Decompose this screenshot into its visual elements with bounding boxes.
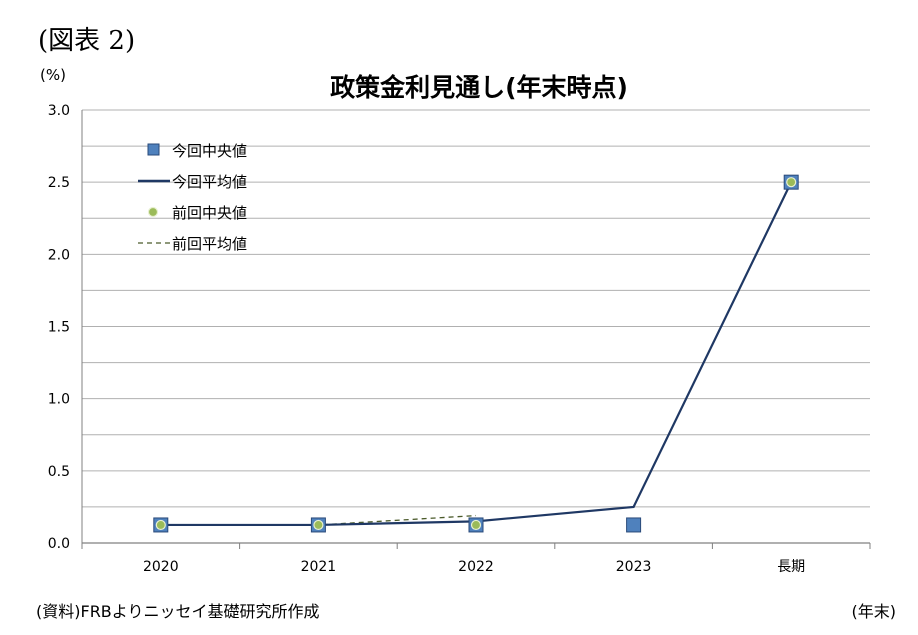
x-tick-label: 2022 [458,559,494,575]
y-tick-label: 0.5 [48,464,70,480]
x-tick-label: 2023 [616,559,652,575]
legend-label: 前回中央値 [172,204,247,222]
y-tick-label: 1.5 [48,320,70,336]
x-unit-label: (年末) [851,602,897,621]
x-tick-label: 2021 [301,559,337,575]
current-median-point [626,517,642,533]
figure-label: (図表 2) [38,26,136,56]
grid-layer [82,109,870,508]
legend-label: 前回平均値 [172,235,247,253]
series-layer [153,174,799,533]
legend-label: 今回中央値 [172,142,247,160]
source-label: (資料)FRBよりニッセイ基礎研究所作成 [36,602,320,621]
y-tick-label: 2.0 [48,247,70,263]
chart-title: 政策金利見通し(年末時点) [330,73,628,102]
y-tick-label: 1.0 [48,392,70,408]
previous-median-point [313,519,324,531]
previous-median-point [786,177,797,188]
y-tick-label: 2.5 [48,175,70,191]
previous-median-point [155,519,166,531]
previous-median-point [470,519,482,531]
legend-label: 今回平均値 [172,173,247,191]
y-unit-label: (%) [40,66,66,84]
x-tick-label: 2020 [143,559,179,575]
y-tick-label: 0.0 [48,536,70,552]
legend-symbol-previous-median [147,206,159,218]
y-tick-label: 3.0 [48,103,70,119]
axis-layer: 0.0 0.5 1.0 1.5 2.0 2.5 3.0 2020 2021 2022 2023 長期 [48,103,871,575]
series-current-mean-line [160,181,793,527]
x-tick-label: 長期 [777,559,805,575]
legend-symbol-current-median [147,143,160,156]
